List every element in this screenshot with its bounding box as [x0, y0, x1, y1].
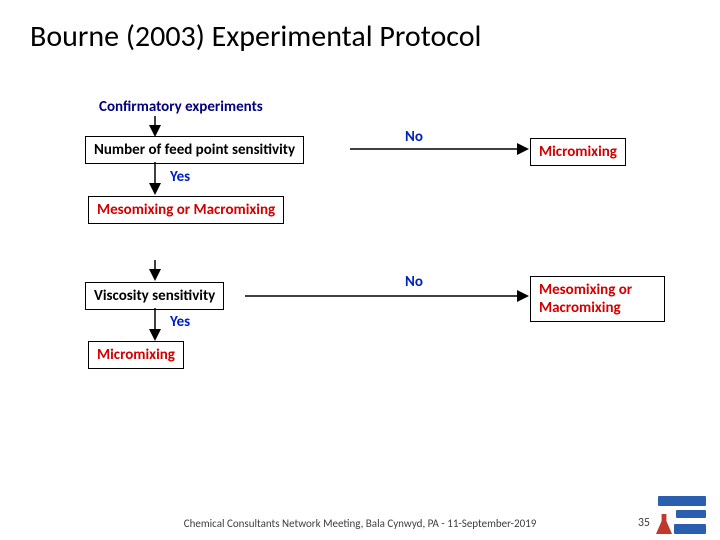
node-meso-macro-right: Mesomixing or Macromixing [530, 276, 665, 322]
node-meso-macro-left: Mesomixing or Macromixing [88, 196, 284, 224]
section-header: Confirmatory experiments [99, 98, 263, 116]
node-meso-macro-right-line1: Mesomixing or [539, 281, 632, 299]
arrow-header-to-feed [145, 116, 165, 136]
node-micromixing-bottom: Micromixing [88, 341, 184, 369]
arrow-feed-to-micromix [350, 142, 530, 156]
node-viscosity: Viscosity sensitivity [85, 282, 224, 310]
edge-label-yes-mid: Yes [170, 313, 190, 331]
arrow-viscosity-to-meso [245, 289, 530, 303]
arrow-gap-to-viscosity [145, 260, 165, 282]
node-micromixing-top: Micromixing [530, 138, 626, 166]
edge-label-yes-top: Yes [170, 168, 190, 186]
node-meso-macro-right-line2: Macromixing [539, 299, 621, 317]
slide-title: Bourne (2003) Experimental Protocol [30, 18, 481, 55]
footer-text: Chemical Consultants Network Meeting, Ba… [0, 517, 720, 530]
arrow-viscosity-to-micromix [145, 308, 165, 342]
page-number: 35 [638, 516, 650, 530]
footer-logo [656, 496, 708, 534]
arrow-feed-to-meso [145, 162, 165, 196]
node-feed-point: Number of feed point sensitivity [85, 136, 304, 164]
